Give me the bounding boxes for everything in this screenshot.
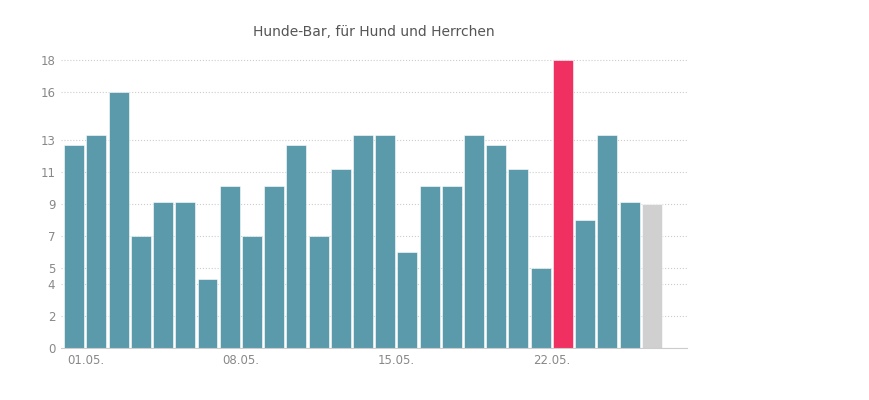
Bar bbox=[486, 145, 506, 348]
Bar bbox=[264, 186, 284, 348]
Bar bbox=[109, 92, 129, 348]
Bar bbox=[553, 60, 573, 348]
Bar bbox=[86, 135, 106, 348]
Bar bbox=[441, 186, 461, 348]
Bar bbox=[619, 202, 639, 348]
Bar bbox=[419, 186, 439, 348]
Bar bbox=[242, 236, 262, 348]
Bar bbox=[353, 135, 373, 348]
Title: Hunde-Bar, für Hund und Herrchen: Hunde-Bar, für Hund und Herrchen bbox=[253, 25, 494, 39]
Bar bbox=[220, 186, 240, 348]
Bar bbox=[286, 145, 306, 348]
Bar bbox=[175, 202, 195, 348]
Bar bbox=[330, 169, 350, 348]
Bar bbox=[463, 135, 483, 348]
Bar bbox=[197, 279, 217, 348]
Bar bbox=[597, 135, 617, 348]
Bar bbox=[64, 145, 84, 348]
Bar bbox=[153, 202, 173, 348]
Bar bbox=[507, 169, 527, 348]
Bar bbox=[574, 220, 594, 348]
Bar bbox=[530, 268, 550, 348]
Bar bbox=[641, 204, 661, 348]
Bar bbox=[397, 252, 417, 348]
Bar bbox=[375, 135, 395, 348]
Bar bbox=[130, 236, 150, 348]
Bar bbox=[308, 236, 328, 348]
